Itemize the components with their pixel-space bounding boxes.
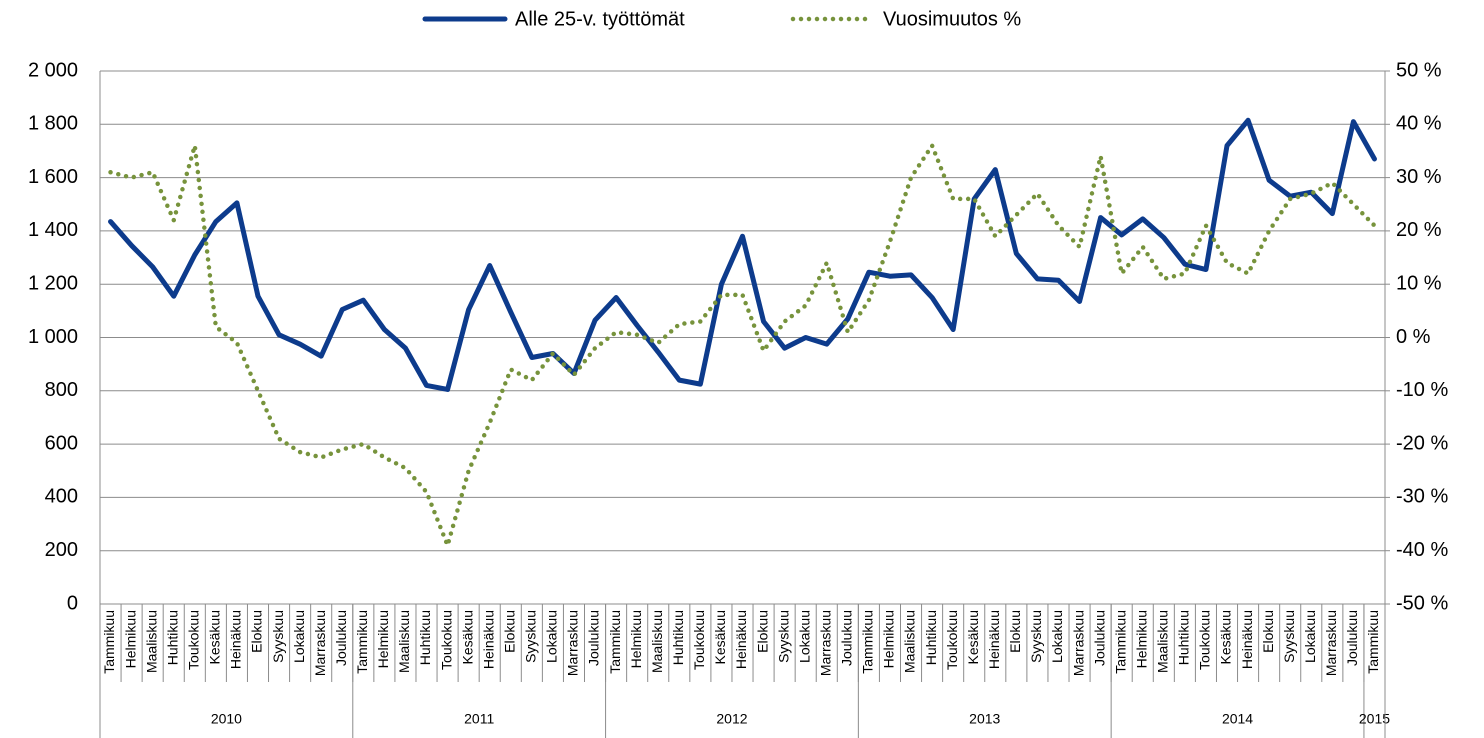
x-tick-label: Syyskuu [1028,610,1044,663]
x-tick-label: Toukokuu [185,610,201,670]
x-tick-label: Toukokuu [691,610,707,670]
x-tick-label: Joulukuu [839,610,855,666]
x-tick-label: Marraskuu [1323,610,1339,676]
x-tick-label: Lokakuu [291,610,307,663]
x-tick-label: Heinäkuu [733,610,749,669]
x-tick-label: Marraskuu [565,610,581,676]
x-tick-label: Elokuu [1260,610,1276,653]
y-tick-label: 800 [45,379,78,401]
x-tick-label: Toukokuu [1197,610,1213,670]
y2-tick-label: -50 % [1396,592,1448,614]
y-tick-label: 2 000 [28,59,78,81]
legend-label: Alle 25-v. työttömät [515,8,685,30]
x-tick-label: Tammikuu [101,610,117,674]
x-tick-label: Lokakuu [1049,610,1065,663]
y2-tick-label: 50 % [1396,59,1442,81]
y2-tick-label: -10 % [1396,379,1448,401]
x-tick-label: Kesäkuu [207,610,223,664]
y-tick-label: 400 [45,486,78,508]
y-tick-label: 1 000 [28,326,78,348]
y-tick-label: 1 200 [28,272,78,294]
x-tick-label: Elokuu [754,610,770,653]
x-tick-label: Huhtikuu [1176,610,1192,665]
x-tick-label: Kesäkuu [459,610,475,664]
x-tick-label: Huhtikuu [670,610,686,665]
y-tick-label: 1 800 [28,113,78,135]
x-tick-label: Maaliskuu [649,610,665,673]
x-tick-label: Maaliskuu [1155,610,1171,673]
y-tick-label: 600 [45,432,78,454]
y2-tick-label: -30 % [1396,486,1448,508]
x-tick-label: Maaliskuu [143,610,159,673]
y2-tick-label: -20 % [1396,432,1448,454]
x-tick-label: Heinäkuu [480,610,496,669]
x-tick-label: Kesäkuu [1218,610,1234,664]
x-tick-label: Tammikuu [607,610,623,674]
x-tick-label: Heinäkuu [228,610,244,669]
year-label: 2014 [1222,711,1253,727]
x-tick-label: Joulukuu [1344,610,1360,666]
x-tick-label: Maaliskuu [396,610,412,673]
x-tick-label: Toukokuu [944,610,960,670]
x-tick-label: Helmikuu [375,610,391,668]
x-tick-label: Heinäkuu [986,610,1002,669]
x-tick-label: Syyskuu [775,610,791,663]
x-tick-label: Syyskuu [270,610,286,663]
x-tick-label: Marraskuu [312,610,328,676]
y2-tick-label: 0 % [1396,326,1431,348]
y-tick-label: 1 400 [28,219,78,241]
x-tick-label: Marraskuu [817,610,833,676]
x-tick-label: Elokuu [1007,610,1023,653]
y2-tick-label: 20 % [1396,219,1442,241]
x-tick-label: Tammikuu [354,610,370,674]
y2-tick-label: -40 % [1396,539,1448,561]
x-tick-label: Huhtikuu [923,610,939,665]
year-label: 2015 [1359,711,1390,727]
x-tick-label: Kesäkuu [712,610,728,664]
x-tick-label: Lokakuu [544,610,560,663]
x-tick-label: Tammikuu [1112,610,1128,674]
y2-tick-label: 10 % [1396,272,1442,294]
x-tick-label: Maaliskuu [902,610,918,673]
x-tick-label: Lokakuu [1302,610,1318,663]
x-tick-label: Syyskuu [1281,610,1297,663]
series-line [108,117,1377,392]
x-tick-label: Tammikuu [860,610,876,674]
x-tick-label: Marraskuu [1070,610,1086,676]
y2-tick-label: 40 % [1396,113,1442,135]
x-tick-label: Huhtikuu [164,610,180,665]
x-tick-label: Elokuu [249,610,265,653]
x-tick-label: Heinäkuu [1239,610,1255,669]
x-tick-label: Toukokuu [438,610,454,670]
series-line [108,143,1377,548]
x-tick-label: Elokuu [501,610,517,653]
x-tick-label: Tammikuu [1365,610,1381,674]
year-label: 2013 [969,711,1000,727]
x-tick-label: Helmikuu [628,610,644,668]
year-label: 2012 [716,711,747,727]
x-tick-label: Kesäkuu [965,610,981,664]
x-tick-label: Huhtikuu [417,610,433,665]
x-tick-label: Joulukuu [1091,610,1107,666]
x-tick-label: Helmikuu [122,610,138,668]
x-tick-label: Joulukuu [333,610,349,666]
y-tick-label: 0 [67,592,78,614]
legend-label: Vuosimuutos % [883,8,1021,30]
x-tick-label: Joulukuu [586,610,602,666]
x-tick-label: Lokakuu [796,610,812,663]
year-label: 2011 [464,711,494,727]
y-tick-label: 200 [45,539,78,561]
y-tick-label: 1 600 [28,166,78,188]
x-tick-label: Helmikuu [881,610,897,668]
x-tick-label: Syyskuu [523,610,539,663]
year-label: 2010 [211,711,242,727]
x-tick-label: Helmikuu [1133,610,1149,668]
y2-tick-label: 30 % [1396,166,1442,188]
